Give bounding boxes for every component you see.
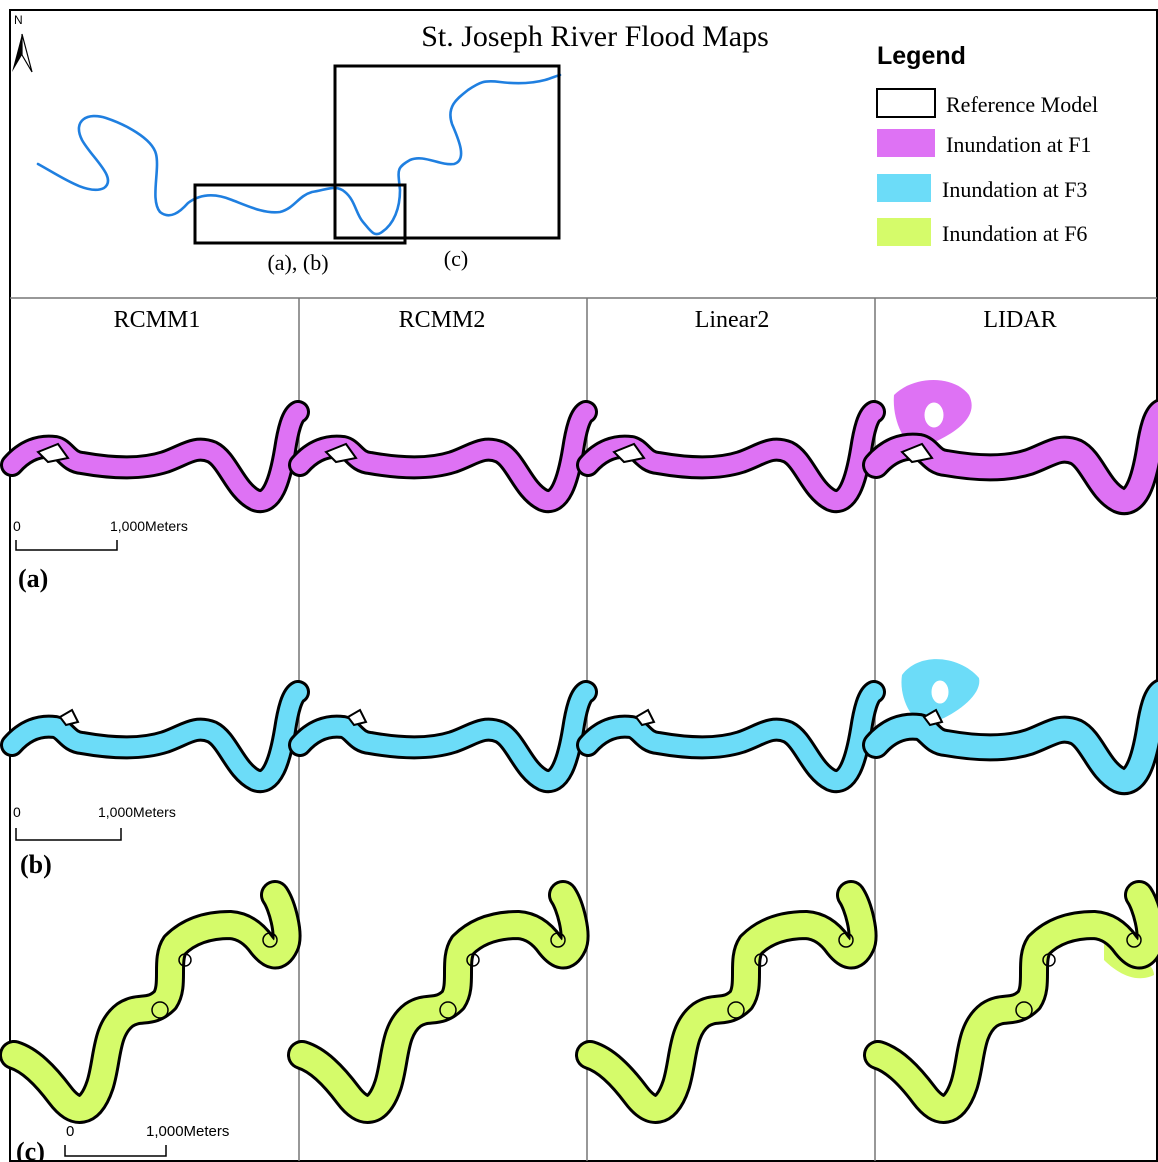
legend-label-f1: Inundation at F1 bbox=[946, 132, 1091, 157]
scale-c-end: 1,000Meters bbox=[146, 1123, 229, 1140]
overview-label-ab: (a), (b) bbox=[267, 250, 328, 275]
legend-swatch-reference bbox=[876, 88, 936, 118]
panel-a-lidar bbox=[876, 380, 1158, 501]
panel-c-rcmm1 bbox=[14, 895, 287, 1109]
north-label: N bbox=[14, 13, 23, 27]
figure-border bbox=[9, 9, 1158, 1162]
scale-bar-c: 0 1,000Meters bbox=[64, 1123, 229, 1157]
column-header-rcmm1: RCMM1 bbox=[114, 307, 201, 333]
column-header-lidar: LIDAR bbox=[983, 307, 1056, 333]
overview-box-ab bbox=[193, 183, 407, 245]
legend-label-f6: Inundation at F6 bbox=[942, 221, 1087, 246]
legend-title: Legend bbox=[877, 42, 966, 70]
legend: Legend Reference Model Inundation at F1 … bbox=[876, 42, 1098, 246]
north-arrow: N bbox=[12, 13, 33, 73]
panel-b-rcmm1 bbox=[12, 692, 298, 781]
scale-b-end: 1,000Meters bbox=[98, 804, 176, 820]
column-header-linear2: Linear2 bbox=[695, 307, 770, 333]
scale-bar-a: 0 1,000Meters bbox=[13, 518, 188, 551]
column-header-rcmm2: RCMM2 bbox=[399, 307, 486, 333]
panel-b-lidar bbox=[876, 659, 1158, 781]
scale-a-start: 0 bbox=[13, 518, 21, 534]
panel-a-rcmm2 bbox=[300, 412, 586, 501]
scale-c-start: 0 bbox=[66, 1123, 74, 1140]
overview-river bbox=[36, 73, 562, 236]
scale-b-start: 0 bbox=[13, 804, 21, 820]
row-a-panels: 0 1,000Meters (a) bbox=[12, 380, 1158, 593]
overview-label-c: (c) bbox=[444, 246, 468, 271]
panel-a-rcmm1 bbox=[12, 412, 298, 501]
row-label-c: (c) bbox=[16, 1137, 45, 1162]
panel-c-lidar bbox=[878, 895, 1154, 1109]
legend-swatch-f6 bbox=[877, 218, 931, 246]
legend-swatch-f1 bbox=[877, 129, 935, 157]
scale-a-end: 1,000Meters bbox=[110, 518, 188, 534]
panel-b-rcmm2 bbox=[300, 692, 586, 781]
map-title: St. Joseph River Flood Maps bbox=[421, 20, 769, 53]
row-label-b: (b) bbox=[20, 850, 52, 879]
overview-box-c bbox=[333, 64, 561, 240]
scale-bar-b: 0 1,000Meters bbox=[13, 804, 176, 841]
row-c-panels: 0 1,000Meters (c) bbox=[14, 895, 1154, 1162]
row-b-panels: 0 1,000Meters (b) bbox=[12, 659, 1158, 879]
row-label-a: (a) bbox=[18, 564, 48, 593]
legend-label-reference: Reference Model bbox=[946, 92, 1098, 117]
panel-c-linear2 bbox=[590, 895, 863, 1109]
panel-c-rcmm2 bbox=[302, 895, 575, 1109]
panel-a-linear2 bbox=[588, 412, 874, 501]
legend-label-f3: Inundation at F3 bbox=[942, 177, 1087, 202]
legend-swatch-f3 bbox=[877, 174, 931, 202]
panel-b-linear2 bbox=[588, 692, 874, 781]
